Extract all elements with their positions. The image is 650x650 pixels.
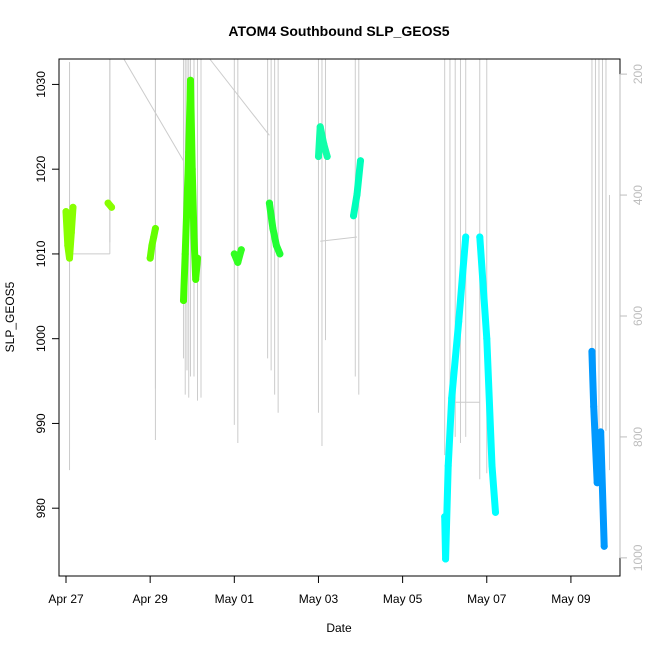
- data-point: [353, 191, 361, 199]
- data-point: [442, 555, 450, 563]
- x-tick-label: May 03: [299, 592, 339, 606]
- connector-line: [320, 236, 358, 242]
- y-tick-label: 1030: [34, 71, 48, 98]
- data-point: [455, 318, 463, 326]
- data-point: [444, 462, 452, 470]
- data-point: [146, 254, 154, 262]
- data-point: [272, 241, 280, 249]
- data-point: [597, 428, 605, 436]
- series-track: [265, 199, 284, 258]
- connector-line: [209, 58, 270, 136]
- x-axis-label: Date: [326, 621, 352, 635]
- x-axis: Apr 27 Apr 29 May 01 May 03 May 05 May 07 May …: [48, 575, 591, 606]
- data-point: [66, 254, 74, 262]
- chart-title: ATOM4 Southbound SLP_GEOS5: [228, 23, 449, 39]
- data-point: [492, 508, 500, 516]
- y-axis: 980 990 1000 1010 1020 1030: [34, 71, 60, 518]
- y2-tick-label: 600: [631, 306, 645, 326]
- data-series: [62, 76, 608, 563]
- x-tick-label: Apr 27: [48, 592, 84, 606]
- series-track: [315, 123, 331, 160]
- data-point: [230, 250, 238, 258]
- data-point: [269, 225, 277, 233]
- data-point: [190, 233, 198, 241]
- data-point: [593, 479, 601, 487]
- y2-tick-label: 400: [631, 185, 645, 205]
- series-track: [146, 225, 159, 262]
- data-point: [448, 394, 456, 402]
- connector-lines: [69, 58, 480, 403]
- data-point: [237, 246, 245, 254]
- y-tick-label: 1010: [34, 240, 48, 267]
- data-point: [192, 275, 200, 283]
- data-point: [314, 152, 322, 160]
- data-point: [350, 212, 358, 220]
- data-point: [67, 229, 75, 237]
- data-point: [69, 203, 77, 211]
- x-tick-label: May 09: [551, 592, 591, 606]
- data-point: [148, 241, 156, 249]
- connector-line: [123, 58, 184, 161]
- data-point: [150, 233, 158, 241]
- data-point: [179, 297, 187, 305]
- x-tick-label: Apr 29: [132, 592, 168, 606]
- y2-axis: 200 400 600 800 1000: [619, 64, 645, 571]
- data-point: [181, 250, 189, 258]
- y-tick-label: 990: [34, 413, 48, 433]
- data-point: [588, 347, 596, 355]
- data-point: [265, 199, 273, 207]
- data-point: [590, 402, 598, 410]
- x-tick-label: May 05: [383, 592, 423, 606]
- data-point: [62, 208, 70, 216]
- data-point: [441, 513, 449, 521]
- data-point: [108, 203, 116, 211]
- y2-tick-label: 1000: [631, 544, 645, 571]
- data-point: [234, 258, 242, 266]
- data-point: [316, 123, 324, 131]
- data-point: [600, 542, 608, 550]
- data-point: [483, 335, 491, 343]
- data-point: [151, 225, 159, 233]
- x-tick-label: May 07: [467, 592, 507, 606]
- x-tick-label: May 01: [215, 592, 255, 606]
- y2-tick-label: 200: [631, 64, 645, 84]
- data-point: [320, 140, 328, 148]
- data-point: [276, 250, 284, 258]
- data-point: [185, 148, 193, 156]
- data-point: [488, 462, 496, 470]
- data-point: [323, 152, 331, 160]
- data-point: [357, 157, 365, 165]
- data-point: [183, 199, 191, 207]
- y-tick-label: 980: [34, 498, 48, 518]
- data-point: [476, 233, 484, 241]
- series-track: [476, 233, 499, 516]
- data-point: [193, 254, 201, 262]
- y-tick-label: 1000: [34, 325, 48, 352]
- y-tick-label: 1020: [34, 156, 48, 183]
- y-axis-label: SLP_GEOS5: [3, 281, 17, 352]
- data-point: [188, 165, 196, 173]
- series-track: [441, 233, 470, 563]
- data-point: [186, 76, 194, 84]
- y2-tick-label: 800: [631, 427, 645, 447]
- data-point: [462, 233, 470, 241]
- data-point: [64, 241, 72, 249]
